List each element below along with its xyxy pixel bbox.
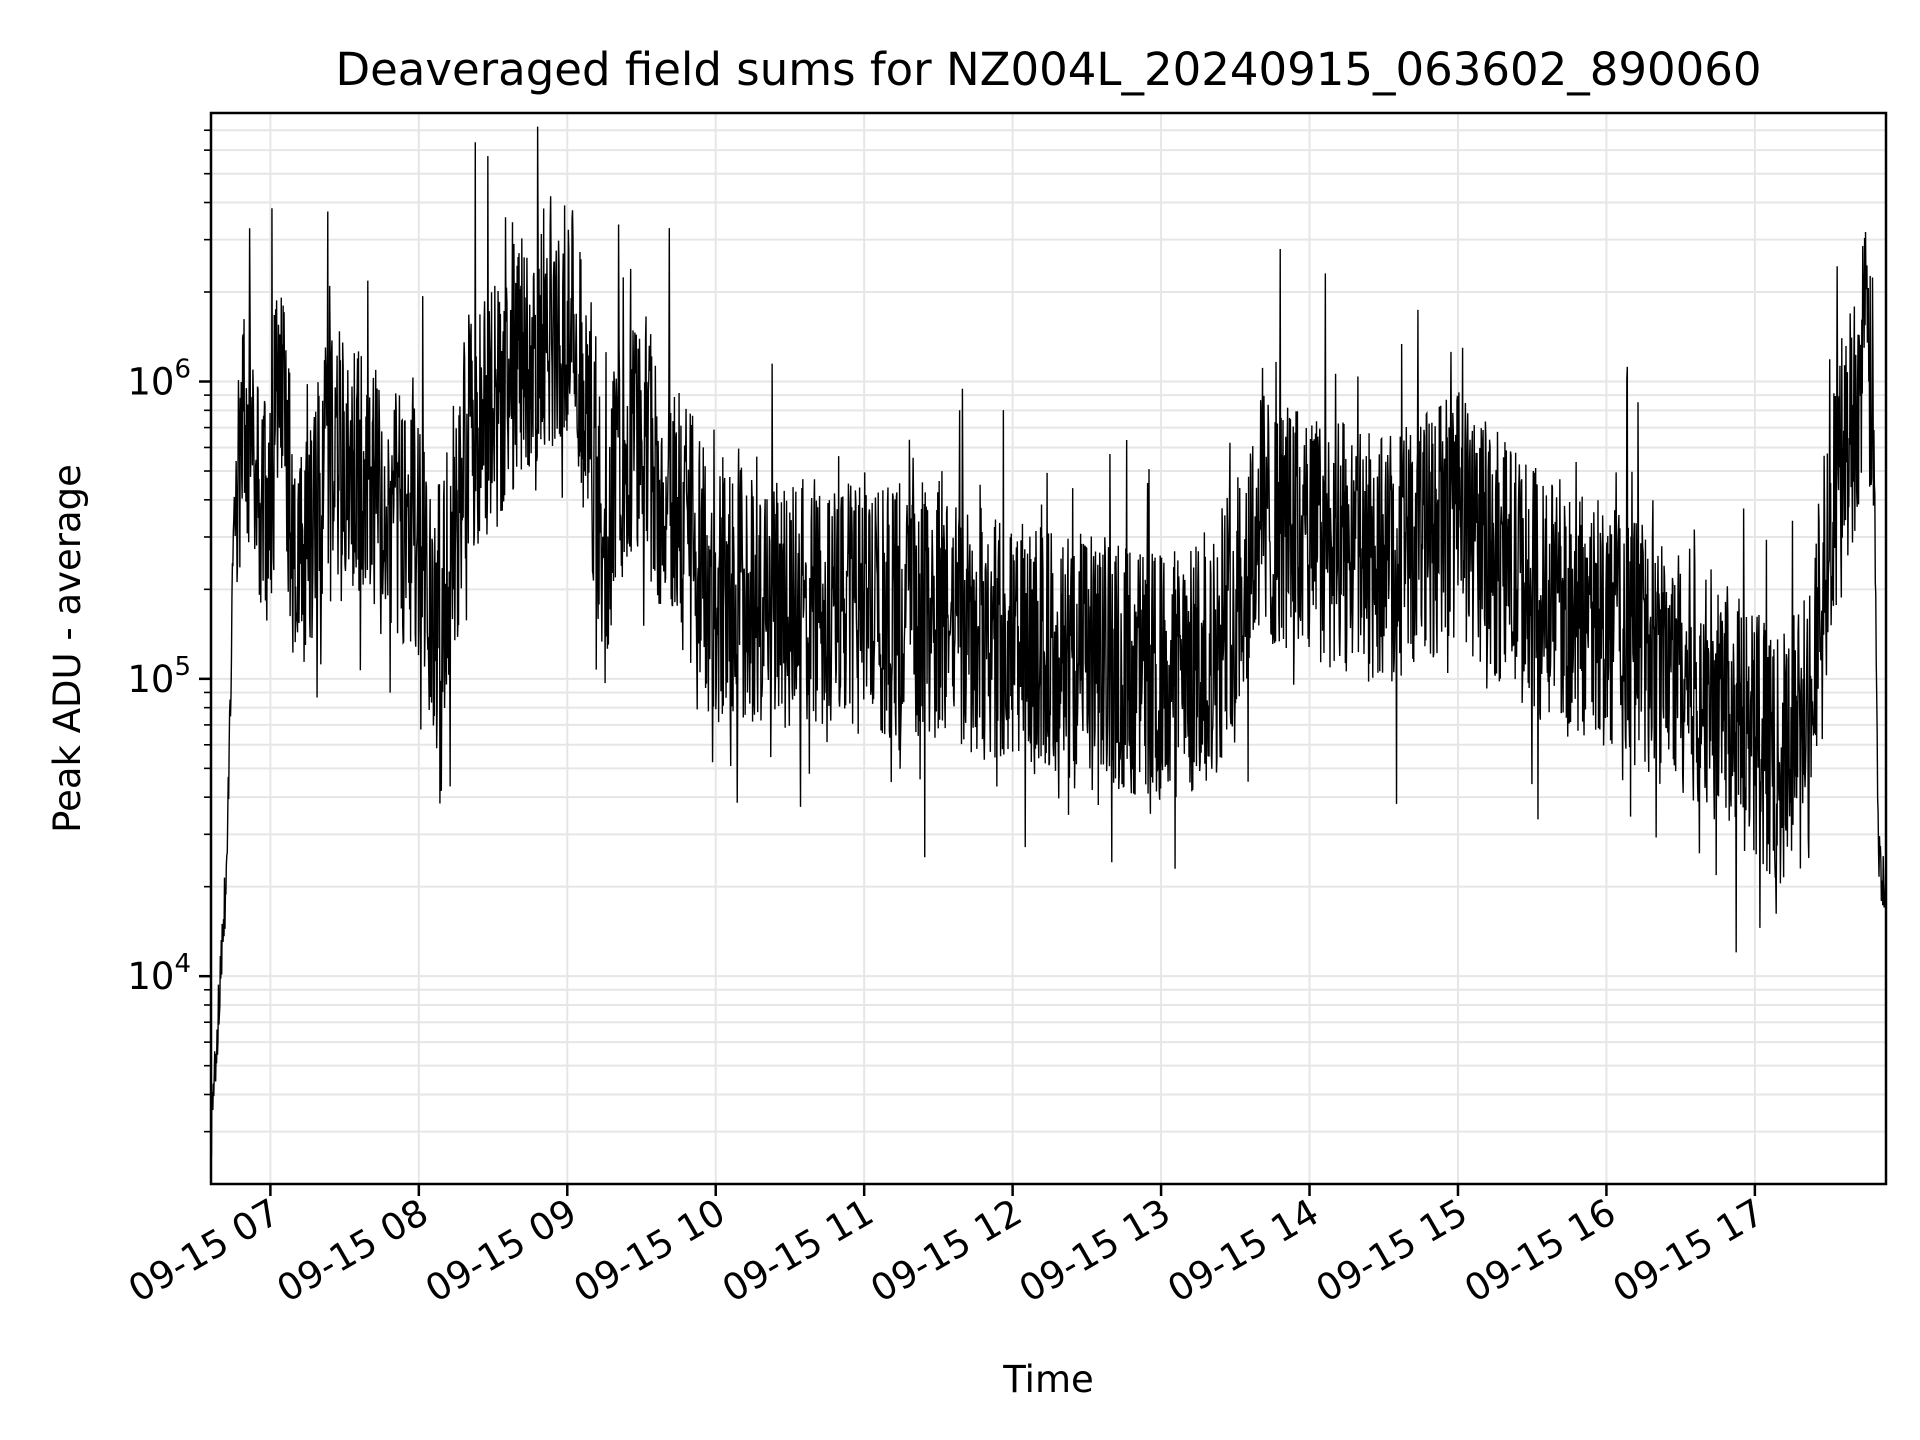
y-tick-label: 104 <box>127 949 191 998</box>
y-tick-label: 105 <box>127 652 191 701</box>
grid <box>211 113 1886 1184</box>
series-layer <box>210 126 1887 1157</box>
series-line <box>210 126 1887 1157</box>
y-axis-label: Peak ADU - average <box>46 464 89 833</box>
chart-title: Deaveraged field sums for NZ004L_2024091… <box>335 43 1761 96</box>
plot-frame <box>209 111 1888 1186</box>
y-tick-label: 106 <box>127 355 191 404</box>
x-axis-label: Time <box>1002 1358 1094 1401</box>
